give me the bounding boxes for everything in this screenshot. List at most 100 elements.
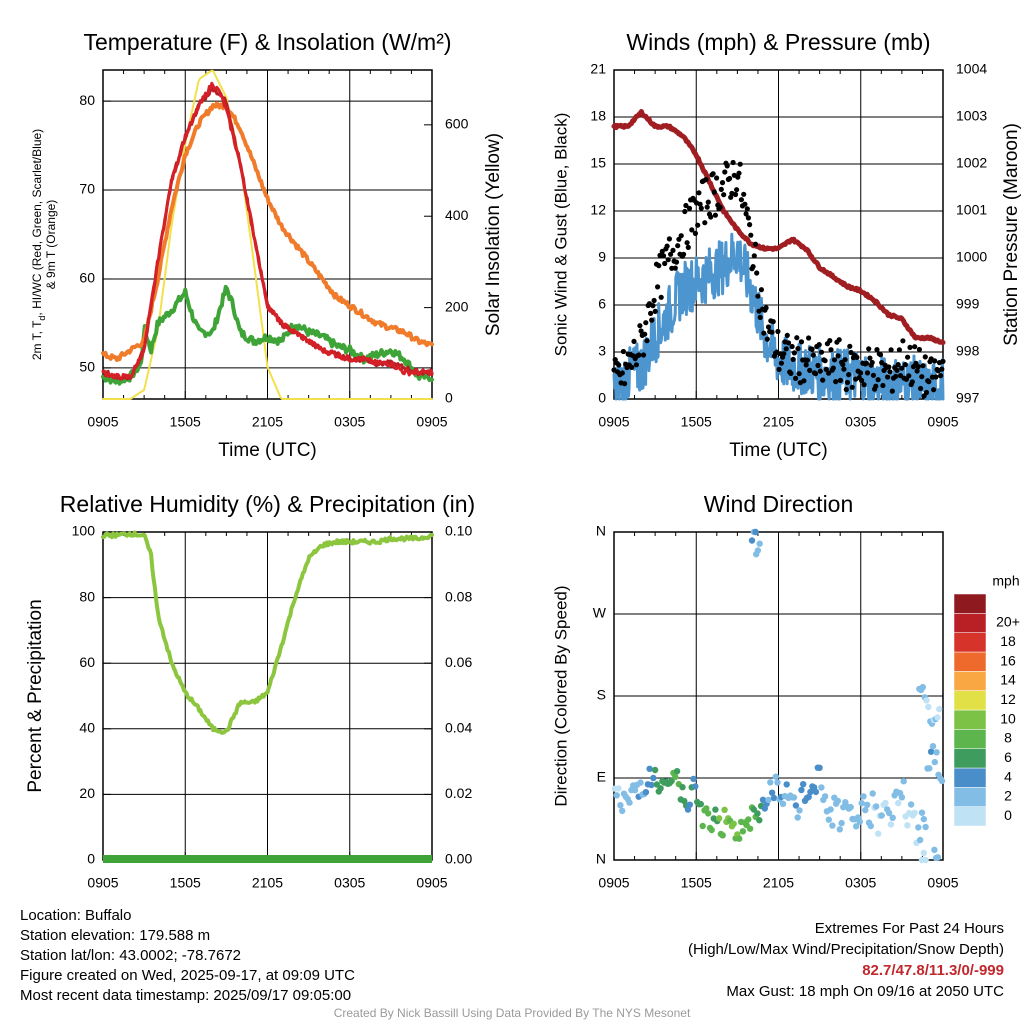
temp-y-tick-label: 60 [79, 270, 95, 286]
gust-point [685, 244, 691, 250]
direction-point [916, 836, 924, 844]
direction-point [708, 826, 715, 834]
colorbar-swatch [953, 651, 987, 672]
gust-point [810, 352, 816, 358]
gust-point [916, 346, 923, 353]
direction-point [770, 794, 778, 802]
gust-point [854, 354, 860, 360]
gust-point [678, 233, 684, 239]
gust-point [765, 324, 772, 330]
direction-point [721, 806, 728, 813]
wind-y-tick-label: 15 [590, 155, 606, 171]
gust-point [742, 201, 748, 207]
pressure-y-tick-label: 1000 [956, 249, 987, 265]
gust-point [710, 171, 716, 177]
direction-point [673, 768, 681, 775]
gust-point [833, 379, 839, 385]
direction-point [772, 773, 779, 780]
colorbar-label: 0 [1004, 807, 1012, 823]
gust-point [823, 366, 829, 372]
colorbar-swatch [953, 787, 987, 807]
colorbar-label: 10 [1000, 710, 1016, 726]
pressure-y-axis-label: Station Pressure (Maroon) [1001, 123, 1022, 346]
gust-point [798, 339, 805, 345]
gust-point [719, 180, 726, 186]
direction-point [752, 528, 759, 536]
colorbar-swatch [953, 748, 987, 769]
gust-point [686, 205, 693, 211]
pressure-y-tick-label: 997 [956, 390, 980, 406]
x-tick-label: 0905 [927, 875, 958, 891]
colorbar-label: 18 [1000, 633, 1016, 649]
gust-point [788, 370, 794, 376]
gust-point [793, 375, 799, 381]
gust-point [783, 346, 789, 352]
gust-point [919, 374, 925, 380]
direction-point [825, 816, 832, 823]
gust-point [843, 386, 849, 393]
chart-title: Wind Direction [704, 491, 854, 517]
gust-point [896, 347, 903, 353]
temp-y-axis-label-line2: & 9m T (Orange) [44, 200, 58, 290]
gust-point [695, 222, 701, 228]
max-gust-text: Max Gust: 18 mph On 09/16 at 2050 UTC [726, 983, 1004, 1000]
gust-point [932, 358, 938, 364]
sonic-wind-line [612, 232, 945, 401]
direction-point [705, 810, 712, 817]
gust-point [827, 338, 833, 344]
gust-point [649, 317, 655, 323]
direction-point [911, 809, 918, 816]
gust-point [926, 379, 932, 385]
wind-y-axis-label: Sonic Wind & Gust (Blue, Black) [551, 113, 570, 357]
direction-point [748, 537, 756, 544]
gust-point [888, 347, 894, 353]
gust-point [702, 220, 708, 226]
gust-point [931, 387, 937, 393]
direction-point [925, 703, 932, 711]
gust-point [638, 328, 644, 334]
gust-point [728, 194, 734, 200]
direction-point [860, 793, 867, 800]
direction-point [690, 775, 697, 783]
gust-point [922, 354, 928, 360]
colorbar-swatch [953, 593, 987, 614]
direction-point [794, 814, 801, 821]
direction-point [779, 800, 787, 807]
gust-point [875, 377, 881, 383]
gust-point [889, 388, 895, 394]
gust-point [796, 371, 802, 377]
gust-point [778, 360, 785, 366]
direction-point [767, 779, 774, 786]
colorbar-label: 14 [1000, 672, 1016, 688]
solar-y-tick-label: 600 [445, 116, 469, 132]
wind-y-tick-label: 12 [590, 202, 606, 218]
gust-point [789, 343, 795, 350]
direction-point [938, 777, 946, 785]
gust-point [887, 369, 893, 375]
gust-point [841, 366, 847, 372]
dewpoint-line [101, 284, 434, 386]
direction-point [697, 800, 704, 808]
gust-point [869, 359, 875, 366]
gust-point [705, 199, 711, 205]
gust-point [666, 236, 673, 242]
gust-point [648, 310, 654, 316]
gust-point [806, 335, 812, 341]
x-tick-label: 0305 [334, 875, 365, 891]
direction-point [651, 766, 659, 774]
direction-point [895, 799, 902, 807]
gust-point [804, 357, 811, 363]
gust-point [906, 373, 912, 379]
gust-point [631, 338, 637, 344]
direction-point [626, 799, 633, 806]
direction-point [889, 814, 896, 821]
gust-point [867, 355, 873, 361]
temp-y-label-part: 2m T, T [30, 320, 44, 360]
direction-point [838, 819, 845, 827]
relative-humidity-line [101, 530, 434, 735]
x-tick-label: 1505 [681, 875, 712, 891]
gust-point [885, 374, 891, 380]
dir-y-tick-label: N [596, 523, 606, 539]
gust-point [747, 222, 753, 228]
gust-point [712, 212, 719, 218]
